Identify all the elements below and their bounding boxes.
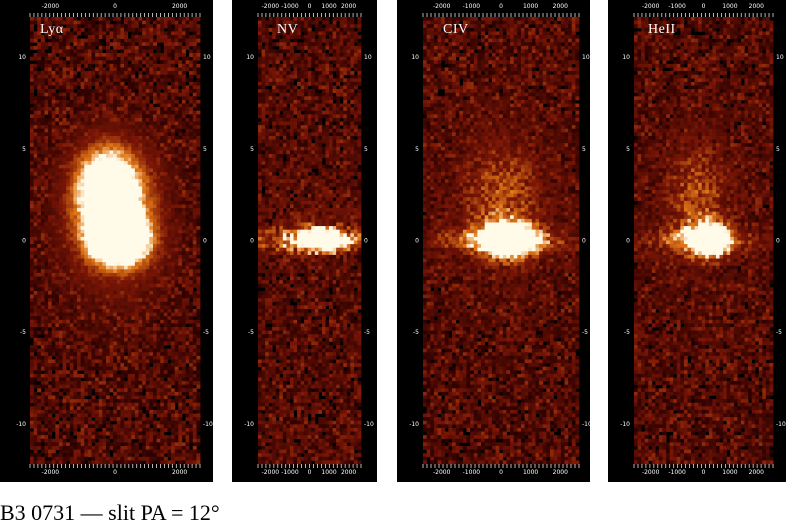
right-tick-label: 0 bbox=[364, 238, 368, 245]
left-tick-label: -5 bbox=[248, 329, 254, 336]
bottom-tick-label: 2000 bbox=[172, 469, 187, 476]
top-tick-label: -1000 bbox=[463, 3, 481, 10]
axis-ticks bbox=[422, 13, 580, 468]
right-tick-label: -10 bbox=[582, 421, 590, 428]
top-tick-label: 2000 bbox=[553, 3, 568, 10]
right-tick-label: 5 bbox=[582, 146, 586, 153]
left-tick-label: 5 bbox=[22, 146, 26, 153]
panel-label-civ: CIV bbox=[443, 22, 469, 37]
bottom-tick-label: 1000 bbox=[321, 469, 336, 476]
spectrum-panel-civ: -2000 -1000 0 1000 2000 -2000 -1000 0 1000 2000 10… bbox=[397, 0, 590, 482]
panel-label-nv: NV bbox=[277, 22, 299, 37]
right-tick-label: 10 bbox=[776, 54, 784, 61]
left-tick-label: 10 bbox=[246, 54, 254, 61]
right-tick-label: 10 bbox=[364, 54, 372, 61]
top-tick-label: 1000 bbox=[722, 3, 737, 10]
top-tick-label: -1000 bbox=[281, 3, 299, 10]
top-tick-label: 0 bbox=[308, 3, 312, 10]
bottom-tick-label: 2000 bbox=[341, 469, 356, 476]
left-tick-label: -10 bbox=[409, 421, 419, 428]
bottom-tick-label: -2000 bbox=[642, 469, 660, 476]
left-tick-label: -10 bbox=[244, 421, 254, 428]
bottom-tick-label: 2000 bbox=[553, 469, 568, 476]
top-tick-label: -1000 bbox=[668, 3, 686, 10]
left-tick-label: -10 bbox=[16, 421, 26, 428]
spectrum-pixels bbox=[258, 17, 362, 465]
spectrum-pixels bbox=[423, 17, 580, 465]
bottom-tick-label: -1000 bbox=[463, 469, 481, 476]
bottom-tick-label: 0 bbox=[702, 469, 706, 476]
left-tick-label: 5 bbox=[415, 146, 419, 153]
left-tick-label: 0 bbox=[250, 238, 254, 245]
axis-ticks bbox=[633, 13, 774, 468]
panel-label-lya: Lyα bbox=[40, 22, 64, 37]
top-tick-label: -2000 bbox=[642, 3, 660, 10]
bottom-tick-label: 0 bbox=[308, 469, 312, 476]
right-tick-label: 0 bbox=[203, 238, 207, 245]
left-tick-label: -10 bbox=[620, 421, 630, 428]
top-tick-label: 2000 bbox=[172, 3, 187, 10]
right-tick-label: 5 bbox=[364, 146, 368, 153]
bottom-tick-label: 0 bbox=[499, 469, 503, 476]
spectrum-image: -2000 -1000 0 1000 2000-2000 -1000 0 1000 200010… bbox=[244, 3, 374, 476]
left-tick-label: 5 bbox=[626, 146, 630, 153]
right-tick-label: 10 bbox=[203, 54, 211, 61]
top-tick-label: -2000 bbox=[433, 3, 451, 10]
left-tick-label: 10 bbox=[18, 54, 26, 61]
bottom-tick-label: -2000 bbox=[42, 469, 60, 476]
bottom-tick-label: 2000 bbox=[749, 469, 764, 476]
left-tick-label: 5 bbox=[250, 146, 254, 153]
top-tick-label: 0 bbox=[499, 3, 503, 10]
right-tick-label: -10 bbox=[364, 421, 374, 428]
right-tick-label: 0 bbox=[776, 238, 780, 245]
left-tick-label: -5 bbox=[20, 329, 26, 336]
spectrum-panel-nv: -2000 -1000 0 1000 2000 -2000 -1000 0 1000 2000 10… bbox=[232, 0, 377, 482]
right-tick-label: -5 bbox=[776, 329, 782, 336]
figure-caption: B3 0731 — slit PA = 12° bbox=[0, 500, 220, 525]
bottom-tick-label: -1000 bbox=[668, 469, 686, 476]
bottom-tick-label: -2000 bbox=[433, 469, 451, 476]
spectrum-panel-heii: -2000 -1000 0 1000 2000 -2000 -1000 0 1000 2000 10… bbox=[608, 0, 786, 482]
right-tick-label: -10 bbox=[203, 421, 213, 428]
right-tick-label: -5 bbox=[364, 329, 370, 336]
spectrum-image: -2000 0 2000 -2000 0 2000 10 5 0 -5 -10 10 5 0 -5 -10 bbox=[16, 3, 213, 476]
axis-ticks bbox=[29, 13, 201, 468]
top-tick-label: 0 bbox=[702, 3, 706, 10]
top-tick-label: 0 bbox=[113, 3, 117, 10]
right-tick-label: -10 bbox=[776, 421, 786, 428]
top-tick-label: -2000 bbox=[42, 3, 60, 10]
spectrum-panel-lya: -2000 0 2000 -2000 0 2000 10 5 0 -5 -10 10 5 0 -5 -10 L… bbox=[0, 0, 213, 482]
bottom-tick-label: -2000 bbox=[262, 469, 280, 476]
right-tick-label: 10 bbox=[582, 54, 590, 61]
left-tick-label: 0 bbox=[626, 238, 630, 245]
left-tick-label: -5 bbox=[624, 329, 630, 336]
left-tick-label: 10 bbox=[622, 54, 630, 61]
left-tick-label: -5 bbox=[413, 329, 419, 336]
axis-ticks bbox=[257, 13, 362, 468]
top-tick-label: 1000 bbox=[523, 3, 538, 10]
top-tick-label: 1000 bbox=[321, 3, 336, 10]
top-tick-label: 2000 bbox=[749, 3, 764, 10]
top-tick-label: 2000 bbox=[341, 3, 356, 10]
right-tick-label: -5 bbox=[582, 329, 588, 336]
right-tick-label: 5 bbox=[776, 146, 780, 153]
spectrum-image: -2000 -1000 0 1000 2000-2000 -1000 0 1000 200010… bbox=[409, 3, 590, 476]
bottom-tick-label: 1000 bbox=[722, 469, 737, 476]
top-tick-label: -2000 bbox=[262, 3, 280, 10]
spectrum-pixels bbox=[634, 17, 774, 465]
right-tick-label: -5 bbox=[203, 329, 209, 336]
panel-label-heii: HeII bbox=[648, 22, 676, 37]
left-tick-label: 0 bbox=[415, 238, 419, 245]
right-tick-label: 0 bbox=[582, 238, 586, 245]
right-tick-label: 5 bbox=[203, 146, 207, 153]
bottom-tick-label: 1000 bbox=[523, 469, 538, 476]
spectrum-image: -2000 -1000 0 1000 2000-2000 -1000 0 1000 200010… bbox=[620, 3, 786, 476]
bottom-tick-label: 0 bbox=[113, 469, 117, 476]
spectrum-pixels bbox=[30, 17, 201, 465]
left-tick-label: 0 bbox=[22, 238, 26, 245]
left-tick-label: 10 bbox=[411, 54, 419, 61]
bottom-tick-label: -1000 bbox=[281, 469, 299, 476]
